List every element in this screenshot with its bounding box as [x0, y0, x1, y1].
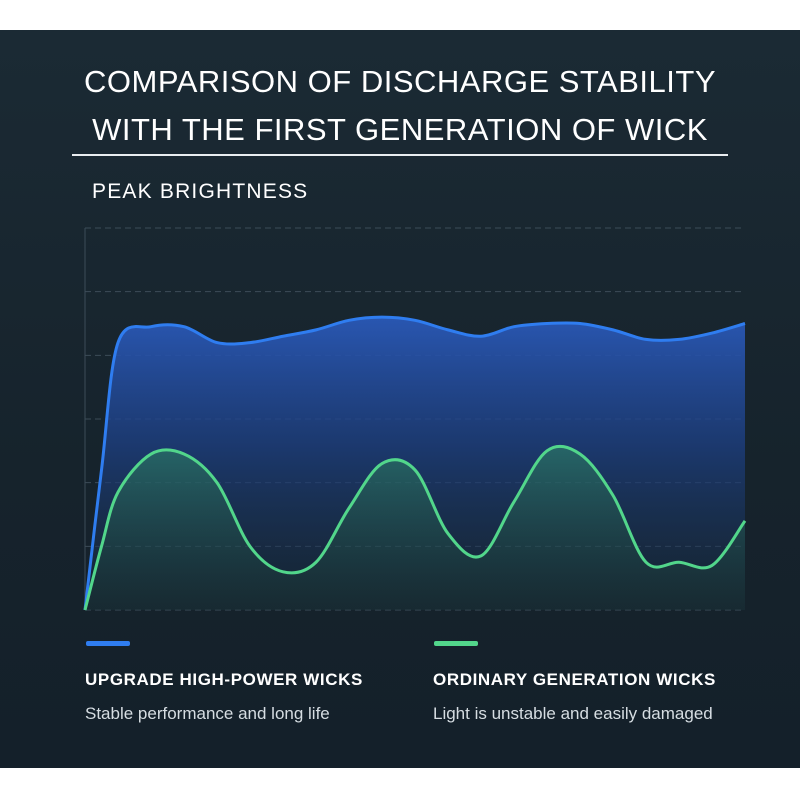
- legend-desc-upgrade: Stable performance and long life: [85, 704, 330, 723]
- line-chart: [83, 227, 747, 611]
- legend-title-ordinary: ORDINARY GENERATION WICKS: [433, 670, 716, 689]
- chart-title-line-1: COMPARISON OF DISCHARGE STABILITY: [84, 64, 716, 99]
- title-divider: [72, 154, 728, 156]
- legend-swatch-upgrade: [86, 641, 130, 646]
- legend-title-upgrade: UPGRADE HIGH-POWER WICKS: [85, 670, 363, 689]
- series-area-ordinary: [85, 446, 745, 610]
- series-line-ordinary: [83, 444, 747, 611]
- chart-panel: COMPARISON OF DISCHARGE STABILITY WITH T…: [0, 30, 800, 768]
- legend-desc-ordinary: Light is unstable and easily damaged: [433, 704, 713, 723]
- y-axis-label: PEAK BRIGHTNESS: [92, 180, 309, 203]
- chart-title-line-2: WITH THE FIRST GENERATION OF WICK: [92, 112, 708, 147]
- series-line-upgrade: [83, 315, 746, 611]
- legend-swatch-ordinary: [434, 641, 478, 646]
